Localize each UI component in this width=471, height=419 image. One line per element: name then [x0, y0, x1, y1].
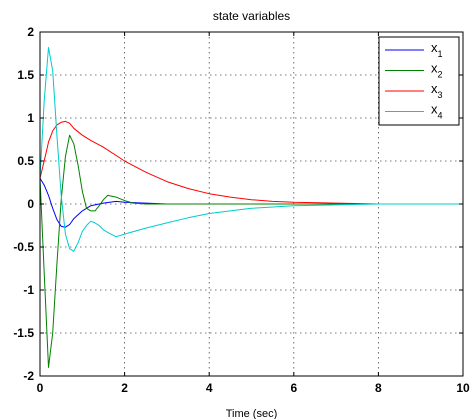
axis-ticks: 0 2 4 6 8 10 -2 -1.5 -1 -0.5 0 0.5 1 1.5 2 [13, 25, 470, 395]
y-tick-label: 1.5 [17, 68, 34, 82]
x-tick-label: 6 [290, 381, 297, 395]
legend-box [378, 36, 460, 126]
x-axis-label: Time (sec) [226, 408, 278, 419]
legend-entry-label: x4 [431, 102, 443, 121]
y-tick-label: -1 [23, 283, 34, 297]
x-tick-label: 10 [456, 381, 470, 395]
series-line-x4 [39, 47, 463, 252]
y-tick-label: -1.5 [13, 326, 34, 340]
x-tick-label: 8 [375, 381, 382, 395]
y-tick-label: 0.5 [17, 154, 34, 168]
x-tick-label: 2 [121, 381, 128, 395]
y-tick-label: -0.5 [13, 240, 34, 254]
series-line-x3 [39, 120, 463, 205]
series-line-x1 [39, 177, 463, 228]
legend-entry-label: x2 [431, 61, 443, 80]
y-tick-label: -2 [23, 369, 34, 383]
legend-entry-label: x1 [431, 40, 443, 59]
series-lines [39, 47, 463, 368]
legend-entry-label: x3 [431, 81, 443, 100]
x-tick-label: 4 [206, 381, 213, 395]
series-line-x2 [39, 134, 463, 368]
x-tick-label: 0 [37, 381, 44, 395]
y-tick-label: 0 [27, 197, 34, 211]
chart-title: state variables [213, 9, 290, 23]
y-tick-label: 2 [27, 25, 34, 39]
y-tick-label: 1 [27, 111, 34, 125]
